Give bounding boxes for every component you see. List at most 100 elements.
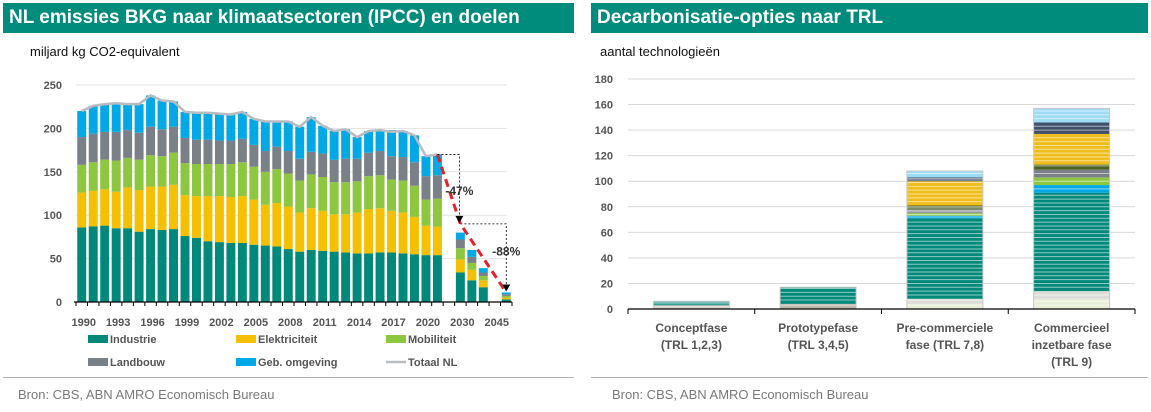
bar-segment-industrie bbox=[398, 253, 408, 302]
bar-segment-landbouw bbox=[249, 144, 259, 167]
bar-segment-elektriciteit bbox=[329, 214, 339, 252]
x-tick-label: 2014 bbox=[347, 317, 372, 329]
bar-segment-geb-omgeving bbox=[352, 137, 362, 159]
bar-segment-landbouw bbox=[398, 157, 408, 181]
bar-segment-landbouw bbox=[169, 126, 179, 153]
bar-segment-mobiliteit bbox=[329, 182, 339, 215]
bar-segment-industrie bbox=[283, 249, 293, 302]
x-category-label: fase (TRL 7,8) bbox=[906, 338, 984, 352]
total-line bbox=[81, 94, 438, 158]
bar-segment bbox=[653, 301, 730, 306]
bar-segment-industrie bbox=[409, 254, 419, 302]
bar-segment-landbouw bbox=[226, 140, 236, 164]
bar-segment-elektriciteit bbox=[318, 210, 328, 251]
y-tick-label: 80 bbox=[601, 202, 613, 214]
bar-segment-landbouw bbox=[272, 146, 282, 170]
bar-segment-mobiliteit bbox=[318, 177, 328, 211]
bar-segment-mobiliteit bbox=[341, 182, 351, 215]
bar-segment-mobiliteit bbox=[146, 155, 156, 187]
legend-label: Elektriciteit bbox=[258, 334, 318, 346]
bar-segment-elektriciteit bbox=[352, 212, 362, 254]
emissions-chart: 0 50 100 150 200 250 1990 1993 1996 1999 2002 2005 2… bbox=[44, 80, 521, 369]
x-category-label: Pre-commerciele bbox=[897, 321, 994, 335]
bar-segment-geb-omgeving bbox=[111, 103, 121, 132]
bar-segment-geb-omgeving bbox=[432, 154, 442, 176]
bar-segment bbox=[906, 205, 983, 210]
bar-segment bbox=[906, 298, 983, 304]
legend-label: Landbouw bbox=[110, 357, 165, 369]
bar-segment-landbouw bbox=[341, 158, 351, 183]
bar-segment-mobiliteit bbox=[364, 176, 374, 210]
legend-swatch bbox=[386, 335, 406, 343]
bar-segment-geb-omgeving bbox=[180, 111, 190, 138]
arrow-down-icon bbox=[455, 215, 464, 223]
bar-segment-mobiliteit bbox=[272, 169, 282, 204]
bar-segment-elektriciteit bbox=[283, 206, 293, 250]
bar-segment-industrie bbox=[260, 245, 270, 302]
bar-segment-landbouw bbox=[364, 152, 374, 177]
x-tick-label: 2005 bbox=[244, 317, 268, 329]
x-tick-label: 2045 bbox=[485, 317, 509, 329]
bar-segment-industrie bbox=[237, 242, 247, 302]
bar-segment bbox=[906, 218, 983, 299]
bar-segment-elektriciteit bbox=[455, 259, 465, 273]
bar-segment-geb-omgeving bbox=[421, 156, 431, 177]
bar-segment-geb-omgeving bbox=[306, 117, 316, 152]
legend-label: Geb. omgeving bbox=[258, 357, 337, 369]
bar-segment-industrie bbox=[134, 231, 144, 302]
bar-segment-elektriciteit bbox=[191, 196, 201, 238]
legend-label: Industrie bbox=[110, 334, 156, 346]
bar-segment-geb-omgeving bbox=[375, 130, 385, 151]
x-category-label: Prototypefase bbox=[778, 321, 858, 335]
x-tick-label: 2008 bbox=[278, 317, 302, 329]
emissions-chart-title: NL emissies BKG naar klimaatsectoren (IP… bbox=[3, 3, 574, 33]
bar-segment-elektriciteit bbox=[421, 225, 431, 256]
bar-segment-landbouw bbox=[432, 175, 442, 199]
bar-segment-mobiliteit bbox=[237, 162, 247, 197]
y-tick-label: 20 bbox=[601, 278, 613, 290]
source-note: Bron: CBS, ABN AMRO Economisch Bureau bbox=[18, 387, 275, 402]
y-tick-label: 50 bbox=[50, 254, 62, 266]
bar-segment-landbouw bbox=[134, 132, 144, 160]
bar-segment bbox=[1033, 164, 1110, 170]
bar-segment-industrie bbox=[478, 287, 488, 302]
bar-segment-geb-omgeving bbox=[341, 129, 351, 159]
legend-swatch bbox=[236, 358, 256, 366]
y-tick-label: 100 bbox=[595, 176, 613, 188]
bar-segment-landbouw bbox=[329, 159, 339, 183]
bar-segment-industrie bbox=[421, 255, 431, 302]
trl-chart-title: Decarbonisatie-opties naar TRL bbox=[591, 3, 1148, 33]
bar-segment-elektriciteit bbox=[169, 184, 179, 230]
trl-panel: Decarbonisatie-opties naar TRL aantal te… bbox=[588, 0, 1151, 412]
bar-segment-geb-omgeving bbox=[169, 101, 179, 127]
bar-segment-elektriciteit bbox=[341, 214, 351, 253]
bar-segment-industrie bbox=[467, 280, 477, 302]
annotation-label: -88% bbox=[492, 245, 520, 259]
bar-segment-elektriciteit bbox=[387, 210, 397, 253]
bar-segment-geb-omgeving bbox=[214, 113, 224, 141]
emissions-panel: NL emissies BKG naar klimaatsectoren (IP… bbox=[3, 3, 574, 402]
bar-segment-industrie bbox=[318, 250, 328, 302]
y-tick-label: 60 bbox=[601, 227, 613, 239]
bar-segment-elektriciteit bbox=[272, 203, 282, 247]
bar-segment bbox=[906, 177, 983, 182]
bar-segment-industrie bbox=[77, 227, 87, 302]
bar-segment-landbouw bbox=[214, 140, 224, 164]
bar-segment-industrie bbox=[191, 237, 201, 302]
bar-segment-landbouw bbox=[88, 133, 98, 163]
y-tick-label: 150 bbox=[44, 167, 62, 179]
bar-segment-landbouw bbox=[123, 130, 133, 158]
legend-swatch bbox=[88, 358, 108, 366]
y-tick-label: 250 bbox=[44, 80, 62, 92]
bar-segment-elektriciteit bbox=[409, 216, 419, 255]
bar-segment-industrie bbox=[111, 228, 121, 302]
y-tick-label: 0 bbox=[56, 297, 62, 309]
bar-segment-geb-omgeving bbox=[387, 130, 397, 157]
bar-segment-industrie bbox=[180, 236, 190, 302]
bar-segment-industrie bbox=[214, 242, 224, 302]
bar-segment-geb-omgeving bbox=[191, 112, 201, 140]
bar-segment-mobiliteit bbox=[375, 175, 385, 209]
bar-segment-elektriciteit bbox=[100, 189, 110, 226]
bar-segment-geb-omgeving bbox=[329, 131, 339, 160]
bar-segment-industrie bbox=[432, 255, 442, 302]
